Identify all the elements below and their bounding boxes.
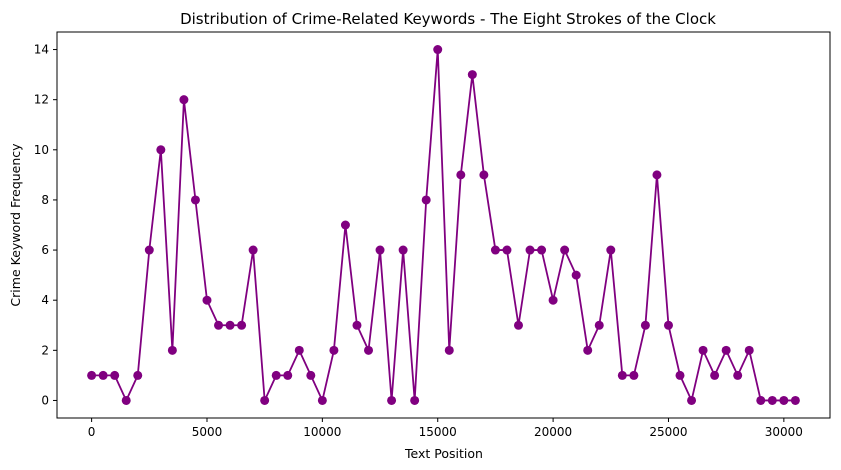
data-point	[652, 170, 662, 180]
y-axis-label: Crime Keyword Frequency	[8, 143, 23, 307]
data-point	[237, 320, 247, 330]
y-tick-label: 14	[34, 43, 49, 57]
data-point	[375, 245, 385, 255]
data-point	[490, 245, 500, 255]
plot-area	[87, 45, 800, 405]
data-point	[433, 45, 443, 55]
plot-frame	[56, 31, 831, 419]
data-point	[410, 395, 420, 405]
data-point	[467, 70, 477, 80]
data-point	[133, 370, 143, 380]
data-point	[283, 370, 293, 380]
data-point	[617, 370, 627, 380]
data-point	[687, 395, 697, 405]
x-tick-label: 25000	[649, 425, 687, 439]
data-point	[87, 370, 97, 380]
data-point	[790, 395, 800, 405]
data-point	[190, 195, 200, 205]
chart-title: Distribution of Crime-Related Keywords -…	[180, 10, 716, 28]
data-point	[294, 345, 304, 355]
y-tick-label: 0	[41, 393, 49, 407]
data-point	[110, 370, 120, 380]
y-tick-label: 8	[41, 193, 49, 207]
data-point	[248, 245, 258, 255]
data-point	[710, 370, 720, 380]
y-tick-label: 10	[34, 143, 49, 157]
y-axis: 0 2 4 6 8 10 12 14	[34, 43, 57, 407]
x-tick-label: 5000	[192, 425, 223, 439]
data-point	[548, 295, 558, 305]
data-point	[779, 395, 789, 405]
data-point	[179, 95, 189, 105]
x-axis-label: Text Position	[404, 446, 483, 461]
data-point	[144, 245, 154, 255]
data-point	[387, 395, 397, 405]
data-point	[352, 320, 362, 330]
data-point	[260, 395, 270, 405]
data-point	[560, 245, 570, 255]
data-point	[317, 395, 327, 405]
data-point	[675, 370, 685, 380]
series-line	[91, 48, 796, 402]
data-point	[663, 320, 673, 330]
data-point	[513, 320, 523, 330]
data-point	[456, 170, 466, 180]
data-point	[744, 345, 754, 355]
data-point	[214, 320, 224, 330]
x-tick-label: 10000	[303, 425, 341, 439]
data-point	[733, 370, 743, 380]
data-point	[329, 345, 339, 355]
data-point	[698, 345, 708, 355]
y-tick-label: 4	[41, 293, 49, 307]
data-point	[340, 220, 350, 230]
data-point	[571, 270, 581, 280]
data-point	[640, 320, 650, 330]
data-point	[537, 245, 547, 255]
data-point	[98, 370, 108, 380]
data-point	[364, 345, 374, 355]
data-point	[502, 245, 512, 255]
data-point	[525, 245, 535, 255]
data-point	[583, 345, 593, 355]
data-point	[202, 295, 212, 305]
data-point	[629, 370, 639, 380]
data-point	[398, 245, 408, 255]
data-point	[594, 320, 604, 330]
data-point	[121, 395, 131, 405]
data-point	[767, 395, 777, 405]
y-tick-label: 6	[41, 243, 49, 257]
x-axis: 0 5000 10000 15000 20000 25000 30000	[88, 418, 803, 439]
data-point	[225, 320, 235, 330]
x-tick-label: 30000	[765, 425, 803, 439]
data-point	[167, 345, 177, 355]
x-tick-label: 15000	[419, 425, 457, 439]
x-tick-label: 0	[88, 425, 96, 439]
data-point	[156, 145, 166, 155]
data-point	[271, 370, 281, 380]
data-point	[756, 395, 766, 405]
x-tick-label: 20000	[534, 425, 572, 439]
data-point	[479, 170, 489, 180]
data-point	[421, 195, 431, 205]
y-tick-label: 12	[34, 93, 49, 107]
data-point	[606, 245, 616, 255]
data-point	[444, 345, 454, 355]
data-point	[306, 370, 316, 380]
data-point	[721, 345, 731, 355]
y-tick-label: 2	[41, 343, 49, 357]
